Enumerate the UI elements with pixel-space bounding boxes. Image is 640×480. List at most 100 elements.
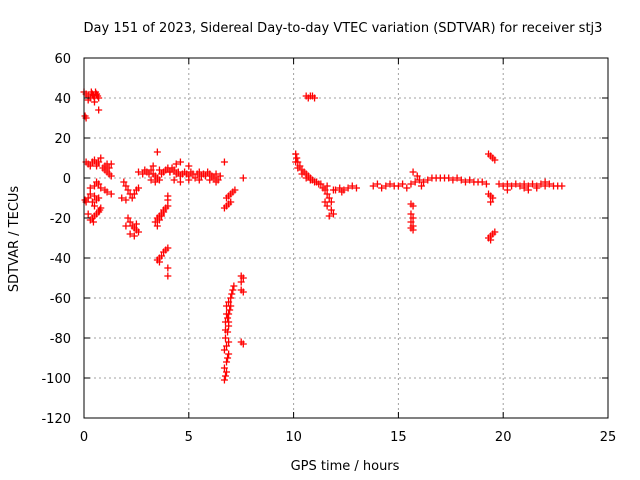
data-point <box>325 212 333 220</box>
data-point <box>86 162 94 170</box>
data-point <box>220 158 228 166</box>
data-point <box>212 170 220 178</box>
data-point <box>409 202 417 210</box>
data-point <box>239 274 247 282</box>
data-point <box>323 182 331 190</box>
data-point <box>407 210 415 218</box>
data-point <box>151 218 159 226</box>
data-point <box>503 180 511 188</box>
data-point <box>86 190 94 198</box>
y-tick-label: -80 <box>50 332 71 347</box>
data-point <box>170 176 178 184</box>
data-point <box>424 176 432 184</box>
data-point <box>228 290 236 298</box>
data-point <box>317 180 325 188</box>
data-point <box>95 194 103 202</box>
data-point <box>221 326 229 334</box>
data-point <box>95 106 103 114</box>
data-point <box>503 186 511 194</box>
data-point <box>461 178 469 186</box>
data-point <box>403 184 411 192</box>
data-point <box>227 294 235 302</box>
x-tick-label: 25 <box>600 430 617 445</box>
x-tick-labels: 0 5 10 15 20 25 <box>80 430 616 445</box>
data-point <box>306 176 314 184</box>
data-point <box>195 168 203 176</box>
data-point <box>386 180 394 188</box>
data-point <box>160 208 168 216</box>
data-point <box>558 182 566 190</box>
data-point <box>294 164 302 172</box>
data-point <box>90 202 98 210</box>
data-point <box>415 176 423 184</box>
data-point <box>134 228 142 236</box>
data-point <box>202 172 210 180</box>
data-point <box>323 202 331 210</box>
y-tick-labels: -120 -100 -80 -60 -40 -20 0 20 40 60 <box>41 52 71 427</box>
data-point <box>153 222 161 230</box>
data-point <box>221 372 229 380</box>
data-point <box>336 184 344 192</box>
data-point <box>524 186 532 194</box>
data-point <box>118 194 126 202</box>
data-point <box>120 178 128 186</box>
data-point <box>153 148 161 156</box>
data-point <box>224 354 232 362</box>
data-point <box>185 176 193 184</box>
data-point <box>489 194 497 202</box>
data-point <box>495 180 503 188</box>
data-point <box>512 180 520 188</box>
y-tick-label: 40 <box>54 92 71 107</box>
data-point <box>164 272 172 280</box>
data-point <box>499 182 507 190</box>
data-point <box>237 286 245 294</box>
data-point <box>155 166 163 174</box>
data-point <box>239 340 247 348</box>
y-tick-label: 20 <box>54 132 71 147</box>
data-point <box>128 194 136 202</box>
y-axis-label: SDTVAR / TECUs <box>7 186 22 293</box>
data-point <box>225 318 233 326</box>
data-point <box>216 172 224 180</box>
data-point <box>166 168 174 176</box>
data-point <box>537 180 545 188</box>
data-point <box>453 174 461 182</box>
plot-frame <box>83 57 609 419</box>
data-point <box>516 182 524 190</box>
data-point <box>225 298 233 306</box>
data-point <box>220 364 228 372</box>
data-point <box>411 178 419 186</box>
data-point <box>164 264 172 272</box>
x-tick-label: 0 <box>80 430 88 445</box>
data-point <box>327 198 335 206</box>
data-point <box>90 192 98 200</box>
data-point <box>520 180 528 188</box>
data-point <box>155 216 163 224</box>
data-point <box>302 174 310 182</box>
data-point <box>223 368 231 376</box>
data-point <box>225 338 233 346</box>
data-point <box>122 196 130 204</box>
data-point <box>373 180 381 188</box>
data-point <box>206 176 214 184</box>
data-point <box>413 172 421 180</box>
x-tick-label: 10 <box>285 430 302 445</box>
data-point <box>533 184 541 192</box>
x-axis-label: GPS time / hours <box>291 459 400 474</box>
data-point <box>311 94 319 102</box>
data-point <box>151 178 159 186</box>
data-point <box>378 184 386 192</box>
data-point <box>93 162 101 170</box>
data-point <box>97 204 105 212</box>
data-point <box>147 176 155 184</box>
data-point <box>409 226 417 234</box>
data-point <box>164 196 172 204</box>
data-points <box>80 88 566 384</box>
data-point <box>491 156 499 164</box>
data-point <box>95 94 103 102</box>
data-point <box>130 232 138 240</box>
data-point <box>457 176 465 184</box>
data-point <box>105 164 113 172</box>
data-point <box>508 182 516 190</box>
data-point <box>176 178 184 186</box>
